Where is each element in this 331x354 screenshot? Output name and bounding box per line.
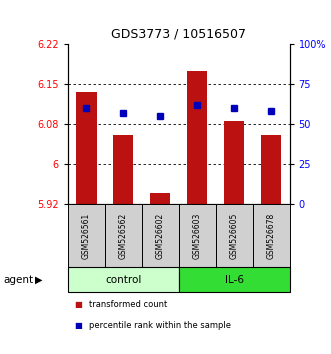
- Text: control: control: [105, 275, 141, 285]
- Text: transformed count: transformed count: [89, 300, 167, 309]
- Bar: [113, 135, 133, 204]
- Bar: [76, 92, 97, 204]
- Text: GSM526602: GSM526602: [156, 212, 165, 258]
- Text: GSM526603: GSM526603: [193, 212, 202, 259]
- Bar: [216, 204, 253, 267]
- Bar: [253, 204, 290, 267]
- Bar: [105, 204, 142, 267]
- Text: GSM526561: GSM526561: [82, 212, 91, 258]
- Bar: [179, 267, 290, 292]
- Bar: [179, 204, 216, 267]
- Bar: [142, 204, 179, 267]
- Bar: [187, 71, 208, 204]
- Bar: [150, 193, 170, 204]
- Bar: [261, 135, 281, 204]
- Bar: [68, 267, 179, 292]
- Text: IL-6: IL-6: [225, 275, 244, 285]
- Text: agent: agent: [3, 275, 33, 285]
- Text: ■: ■: [74, 300, 82, 309]
- Title: GDS3773 / 10516507: GDS3773 / 10516507: [111, 27, 246, 40]
- Text: percentile rank within the sample: percentile rank within the sample: [89, 321, 231, 330]
- Text: ■: ■: [74, 321, 82, 330]
- Text: GSM526678: GSM526678: [267, 212, 276, 258]
- Text: GSM526605: GSM526605: [230, 212, 239, 259]
- Bar: [224, 121, 244, 204]
- Text: GSM526562: GSM526562: [119, 212, 128, 258]
- Text: ▶: ▶: [35, 275, 42, 285]
- Bar: [68, 204, 105, 267]
